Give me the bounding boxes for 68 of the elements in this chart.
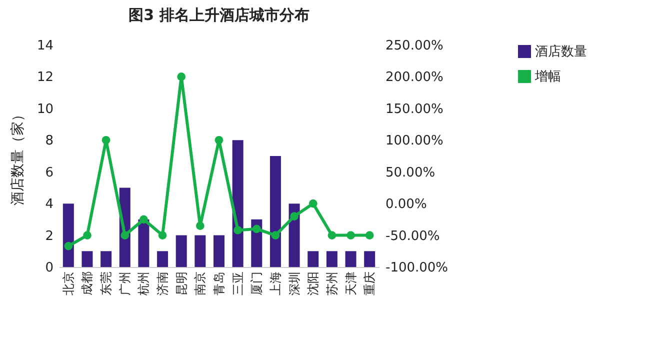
y2-tick-label: 50.00% — [386, 165, 436, 180]
point — [365, 231, 374, 240]
y2-tick-label: 200.00% — [386, 70, 444, 86]
bar — [270, 156, 281, 267]
x-tick-label: 重庆 — [362, 272, 377, 296]
x-tick-label: 南京 — [193, 272, 208, 296]
y2-tick-label: 250.00% — [386, 38, 444, 54]
y-tick-label: 8 — [45, 134, 54, 149]
y-tick-label: 14 — [36, 38, 54, 54]
point — [214, 136, 224, 144]
x-tick-label: 昆明 — [174, 272, 188, 296]
x-tick-label: 东莞 — [99, 272, 114, 296]
bar — [232, 140, 244, 267]
point — [308, 199, 318, 208]
x-tick-label: 广州 — [118, 272, 132, 296]
y2-tick-label: -50.00% — [386, 228, 440, 244]
point — [64, 242, 73, 250]
y2-tick-label: 150.00% — [386, 102, 444, 117]
bar — [100, 251, 112, 267]
point — [196, 222, 204, 230]
bar — [176, 235, 187, 267]
point — [346, 231, 355, 240]
bar — [308, 251, 319, 267]
legend-label: 增幅 — [534, 70, 561, 84]
point — [290, 212, 298, 220]
bar — [364, 251, 376, 267]
x-tick-label: 上海 — [268, 272, 282, 296]
point — [120, 231, 130, 240]
y-tick-label: 2 — [45, 228, 54, 244]
x-tick-label: 沈阳 — [306, 272, 320, 296]
x-tick-label: 杭州 — [136, 272, 151, 296]
point — [271, 231, 280, 240]
legend-label: 酒店数量 — [535, 44, 587, 60]
x-tick-label: 三亚 — [230, 272, 245, 296]
y2-tick-label: 0.00% — [386, 197, 427, 212]
y-tick-label: 10 — [36, 102, 54, 117]
point — [252, 224, 261, 234]
bar — [138, 219, 150, 267]
x-tick-label: 苏州 — [324, 272, 339, 296]
point — [83, 231, 92, 240]
x-tick-label: 青岛 — [212, 272, 226, 296]
bar — [194, 235, 206, 267]
bar — [345, 251, 356, 267]
point — [140, 215, 148, 224]
bar — [82, 251, 93, 267]
y-tick-label: 0 — [45, 260, 54, 276]
y2-tick-label: 100.00% — [386, 134, 444, 149]
y-tick-label: 4 — [45, 197, 54, 212]
point — [177, 72, 186, 81]
y2-tick-label: -100.00% — [386, 260, 448, 276]
x-tick-label: 北京 — [61, 272, 76, 296]
x-tick-label: 深圳 — [287, 272, 302, 296]
point — [102, 136, 110, 144]
x-tick-label: 济南 — [156, 272, 170, 296]
y-tick-label: 12 — [36, 70, 54, 86]
bar — [214, 235, 224, 267]
chart-title: 图3 排名上升酒店城市分布 — [128, 6, 310, 24]
x-tick-label: 成都 — [80, 272, 94, 296]
bar — [62, 204, 74, 267]
point — [158, 231, 167, 240]
y-tick-label: 6 — [45, 165, 54, 180]
bar — [326, 251, 338, 267]
point — [328, 231, 336, 240]
bar — [157, 251, 168, 267]
y-axis-title: 酒店数量（家） — [10, 108, 26, 206]
x-tick-label: 天津 — [344, 272, 358, 296]
point — [234, 226, 242, 234]
x-tick-label: 厦门 — [250, 272, 264, 296]
